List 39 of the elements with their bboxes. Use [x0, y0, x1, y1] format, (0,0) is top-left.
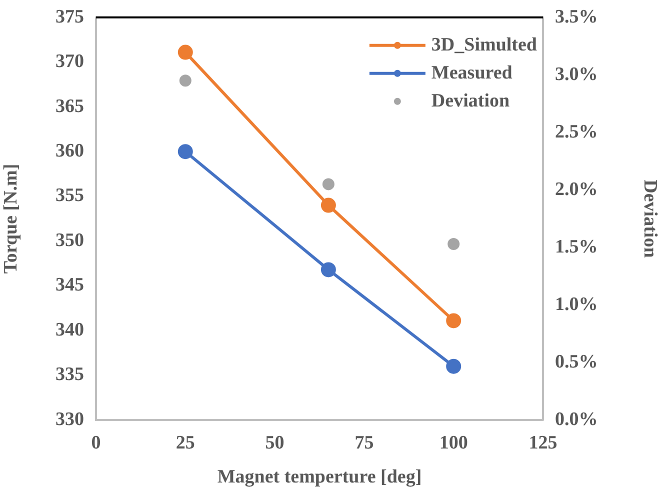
y-tick-label: 350	[56, 230, 84, 251]
y2-tick-label: 3.0%	[555, 64, 598, 85]
y2-tick-label: 1.5%	[555, 236, 598, 258]
point	[448, 238, 460, 250]
y-tick-label: 365	[56, 96, 84, 117]
y2-tick-label: 1.0%	[555, 294, 598, 315]
x-tick-label: 0	[91, 432, 101, 454]
y2-axis-title: Deviation	[640, 180, 661, 258]
y-tick-label: 355	[56, 185, 84, 206]
y-tick-label: 345	[56, 274, 84, 296]
point	[322, 178, 334, 190]
legend-label: Deviation	[431, 90, 510, 112]
point	[178, 144, 193, 160]
legend-label: Measured	[431, 62, 513, 84]
y2-tick-label: 0.0%	[555, 408, 598, 430]
y2-tick-label: 2.5%	[555, 121, 598, 142]
y-tick-label: 360	[56, 140, 84, 162]
point	[320, 262, 336, 278]
x-tick-label: 125	[528, 432, 558, 454]
y-tick-label: 330	[56, 408, 84, 430]
y-tick-label: 370	[56, 51, 84, 72]
point	[446, 313, 462, 328]
y-tick-label: 340	[56, 319, 84, 340]
y2-tick-label: 3.5%	[555, 6, 598, 28]
y-axis-title: Torque [N.m]	[0, 164, 22, 274]
y2-tick-label: 0.5%	[555, 351, 598, 372]
x-tick-label: 75	[354, 432, 374, 454]
point	[179, 74, 192, 87]
point	[320, 198, 336, 213]
point	[178, 44, 193, 60]
legend-label: 3D_Simulted	[431, 34, 538, 56]
x-tick-label: 50	[265, 432, 284, 454]
y-tick-label: 375	[56, 6, 84, 28]
y-tick-label: 335	[56, 364, 84, 386]
y2-tick-label: 2.0%	[555, 178, 598, 200]
x-axis-title: Magnet temperture [deg]	[217, 466, 422, 488]
x-tick-label: 25	[176, 432, 195, 454]
point	[446, 358, 462, 374]
x-tick-label: 100	[439, 432, 468, 454]
